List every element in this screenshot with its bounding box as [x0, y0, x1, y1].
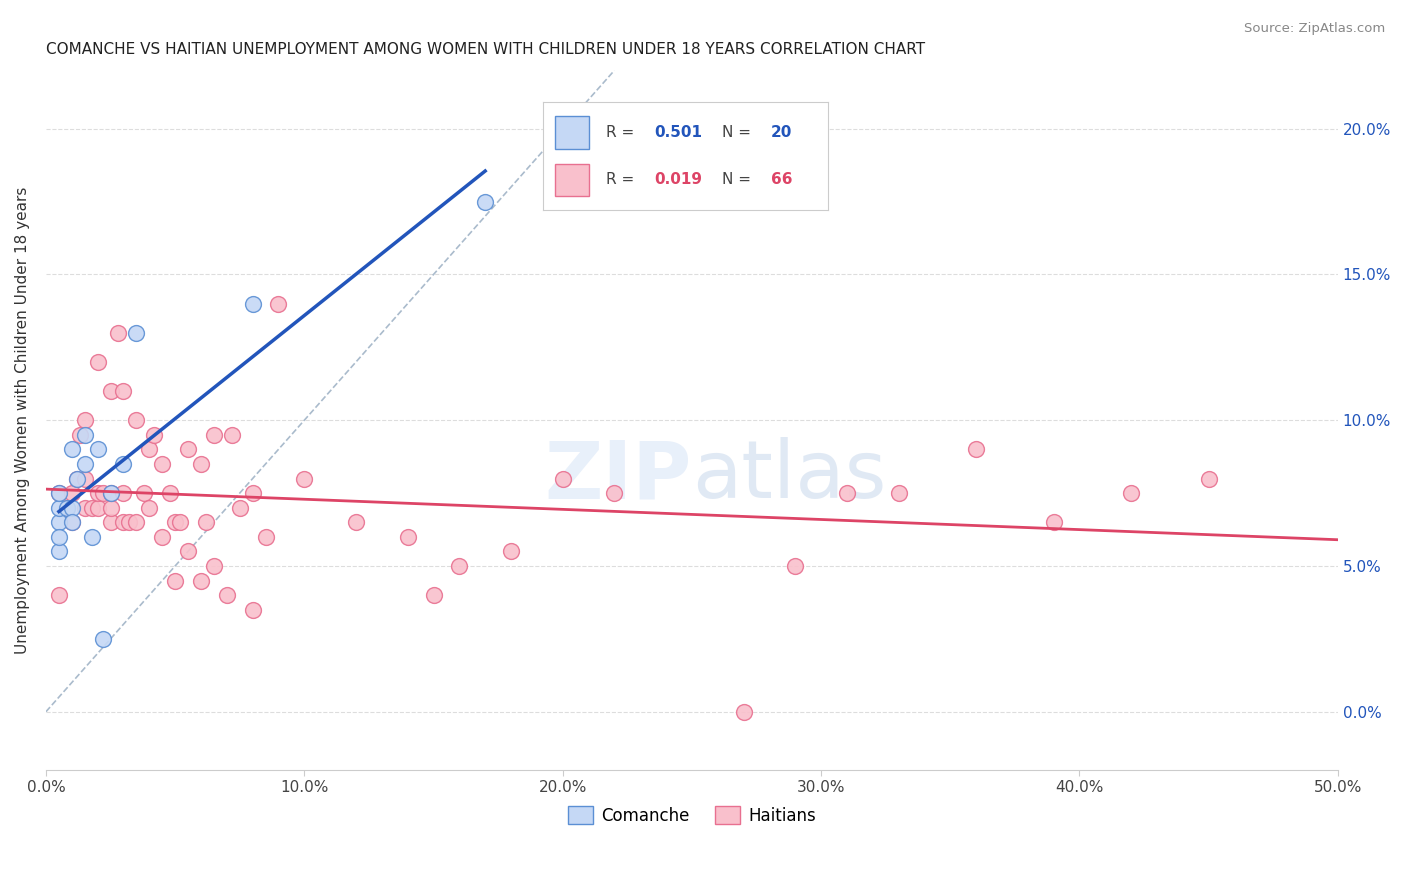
Point — [835, 486, 858, 500]
Point — [86, 355, 108, 369]
Point — [202, 427, 225, 442]
Point — [73, 500, 96, 515]
Point — [100, 486, 122, 500]
Point — [551, 471, 574, 485]
Point — [965, 442, 987, 457]
Point — [48, 486, 70, 500]
Point — [91, 632, 114, 646]
Point — [125, 326, 148, 340]
Point — [134, 486, 156, 500]
Point — [267, 296, 290, 310]
Point — [165, 515, 187, 529]
Point — [733, 705, 755, 719]
Point — [177, 442, 200, 457]
Point — [117, 515, 139, 529]
Point — [202, 558, 225, 573]
Point — [344, 515, 367, 529]
Point — [254, 530, 277, 544]
Point — [242, 296, 264, 310]
Point — [215, 588, 238, 602]
Point — [125, 413, 148, 427]
Point — [138, 442, 160, 457]
Point — [125, 515, 148, 529]
Point — [150, 530, 173, 544]
Point — [190, 457, 212, 471]
Point — [48, 530, 70, 544]
Point — [169, 515, 191, 529]
Point — [48, 500, 70, 515]
Point — [449, 558, 471, 573]
Point — [73, 457, 96, 471]
Point — [107, 326, 129, 340]
Point — [177, 544, 200, 558]
Point — [242, 602, 264, 616]
Point — [242, 486, 264, 500]
Point — [292, 471, 315, 485]
Text: Source: ZipAtlas.com: Source: ZipAtlas.com — [1244, 22, 1385, 36]
Point — [48, 588, 70, 602]
Point — [499, 544, 522, 558]
Point — [86, 486, 108, 500]
Point — [1198, 471, 1220, 485]
Point — [55, 500, 77, 515]
Point — [86, 500, 108, 515]
Point — [48, 515, 70, 529]
Point — [60, 486, 83, 500]
Point — [100, 515, 122, 529]
Point — [887, 486, 910, 500]
Point — [73, 427, 96, 442]
Legend: Comanche, Haitians: Comanche, Haitians — [568, 806, 815, 824]
Point — [112, 486, 135, 500]
Point — [69, 427, 91, 442]
Point — [221, 427, 243, 442]
Point — [60, 515, 83, 529]
Point — [66, 471, 89, 485]
Point — [603, 486, 626, 500]
Point — [82, 500, 104, 515]
Y-axis label: Unemployment Among Women with Children Under 18 years: Unemployment Among Women with Children U… — [15, 186, 30, 654]
Text: COMANCHE VS HAITIAN UNEMPLOYMENT AMONG WOMEN WITH CHILDREN UNDER 18 YEARS CORREL: COMANCHE VS HAITIAN UNEMPLOYMENT AMONG W… — [46, 42, 925, 57]
Point — [396, 530, 419, 544]
Point — [159, 486, 181, 500]
Point — [48, 486, 70, 500]
Point — [112, 457, 135, 471]
Point — [60, 442, 83, 457]
Point — [474, 194, 496, 209]
Point — [100, 500, 122, 515]
Point — [91, 486, 114, 500]
Point — [138, 500, 160, 515]
Point — [1042, 515, 1064, 529]
Text: ZIP: ZIP — [544, 437, 692, 516]
Point — [55, 500, 77, 515]
Point — [229, 500, 252, 515]
Point — [86, 442, 108, 457]
Point — [195, 515, 218, 529]
Point — [73, 471, 96, 485]
Text: atlas: atlas — [692, 437, 886, 516]
Point — [100, 384, 122, 398]
Point — [422, 588, 444, 602]
Point — [100, 486, 122, 500]
Point — [66, 471, 89, 485]
Point — [82, 530, 104, 544]
Point — [73, 413, 96, 427]
Point — [112, 384, 135, 398]
Point — [48, 544, 70, 558]
Point — [60, 515, 83, 529]
Point — [60, 500, 83, 515]
Point — [1119, 486, 1142, 500]
Point — [190, 574, 212, 588]
Point — [785, 558, 807, 573]
Point — [150, 457, 173, 471]
Point — [112, 515, 135, 529]
Point — [143, 427, 166, 442]
Point — [165, 574, 187, 588]
